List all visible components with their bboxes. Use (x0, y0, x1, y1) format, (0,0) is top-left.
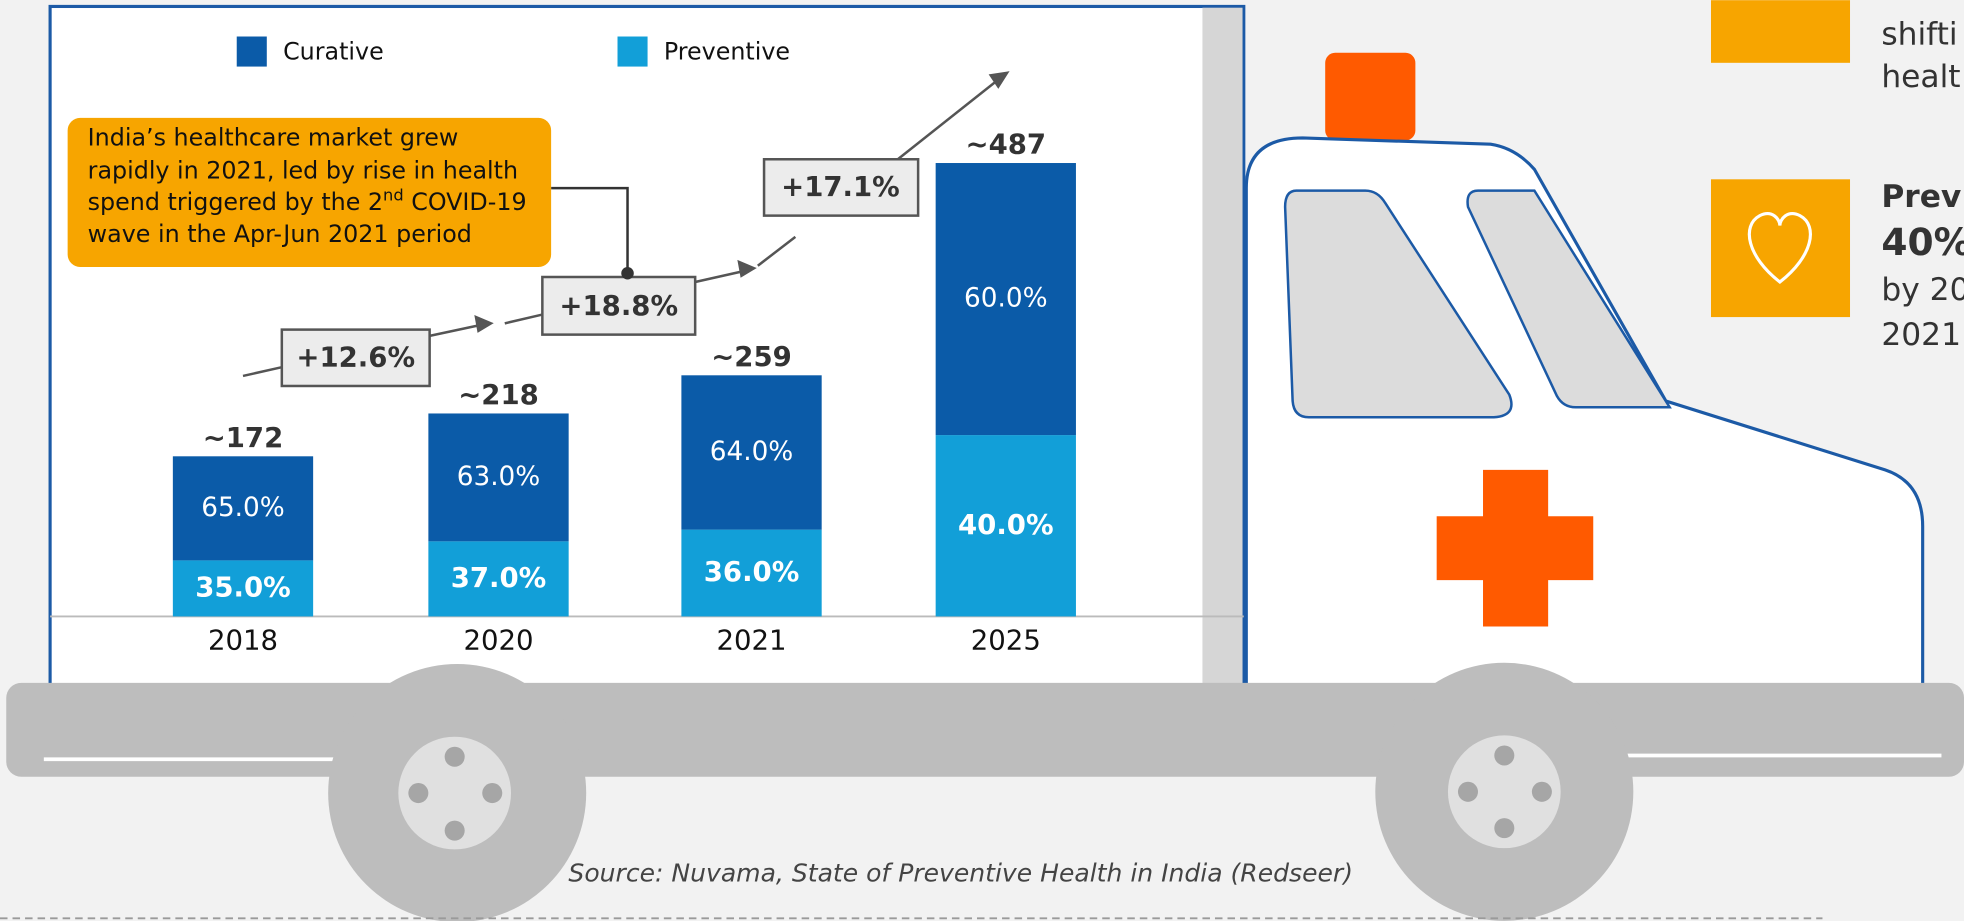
callout-line: rapidly in 2021, led by rise in health (88, 156, 518, 184)
box-edge (1202, 8, 1242, 770)
icon (1711, 179, 1850, 317)
side-text: shifti (1881, 16, 1957, 52)
total-label: ~172 (203, 422, 284, 454)
legend-label: Preventive (664, 37, 790, 65)
side-panel: shifti healt Prev 40% by 20 2021 (1881, 16, 1964, 353)
x-tick-label: 2025 (971, 624, 1041, 656)
value-label: 65.0% (201, 493, 285, 523)
callout-line: India’s healthcare market grew (88, 124, 459, 152)
legend-swatch (237, 37, 267, 67)
value-label: 63.0% (457, 462, 541, 492)
callout-line: wave in the Apr-Jun 2021 period (88, 220, 472, 248)
legend-label: Curative (283, 37, 384, 65)
total-label: ~487 (966, 128, 1047, 160)
value-label: 35.0% (195, 571, 291, 603)
wheel (328, 664, 586, 921)
value-label: 40.0% (958, 509, 1054, 541)
growth-label: +18.8% (559, 290, 678, 322)
side-text: by 20 (1881, 272, 1964, 308)
chassis (6, 683, 1964, 777)
callout-line: spend triggered by the 2nd COVID-19 (88, 185, 527, 216)
growth-label: +17.1% (781, 171, 900, 203)
growth-label: +12.6% (296, 341, 415, 373)
legend-swatch (618, 37, 648, 67)
side-text: 40% (1881, 220, 1964, 264)
x-tick-label: 2018 (208, 624, 278, 656)
value-label: 37.0% (451, 562, 547, 594)
total-label: ~259 (711, 341, 792, 373)
siren (1325, 53, 1415, 141)
icon (1711, 0, 1850, 63)
source: Source: Nuvama, State of Preventive Heal… (568, 858, 1353, 887)
side-text: Prev (1881, 179, 1961, 215)
page: +12.6% +18.8% +17.1% India’s healthcare … (0, 0, 1964, 921)
x-tick-label: 2021 (716, 624, 786, 656)
callout-sup: nd (383, 185, 404, 204)
value-label: 64.0% (710, 437, 794, 467)
callout-dot (621, 267, 634, 280)
wheel (1375, 663, 1633, 921)
ambulance-chart: +12.6% +18.8% +17.1% India’s healthcare … (0, 0, 1964, 921)
total-label: ~218 (458, 379, 539, 411)
side-text: 2021 (1881, 317, 1961, 353)
callout-part: spend triggered by the 2 (88, 188, 383, 216)
value-label: 36.0% (704, 556, 800, 588)
side-text: healt (1881, 59, 1960, 95)
x-tick-label: 2020 (463, 624, 533, 656)
callout-part: COVID-19 (404, 188, 527, 216)
value-label: 60.0% (964, 284, 1048, 314)
